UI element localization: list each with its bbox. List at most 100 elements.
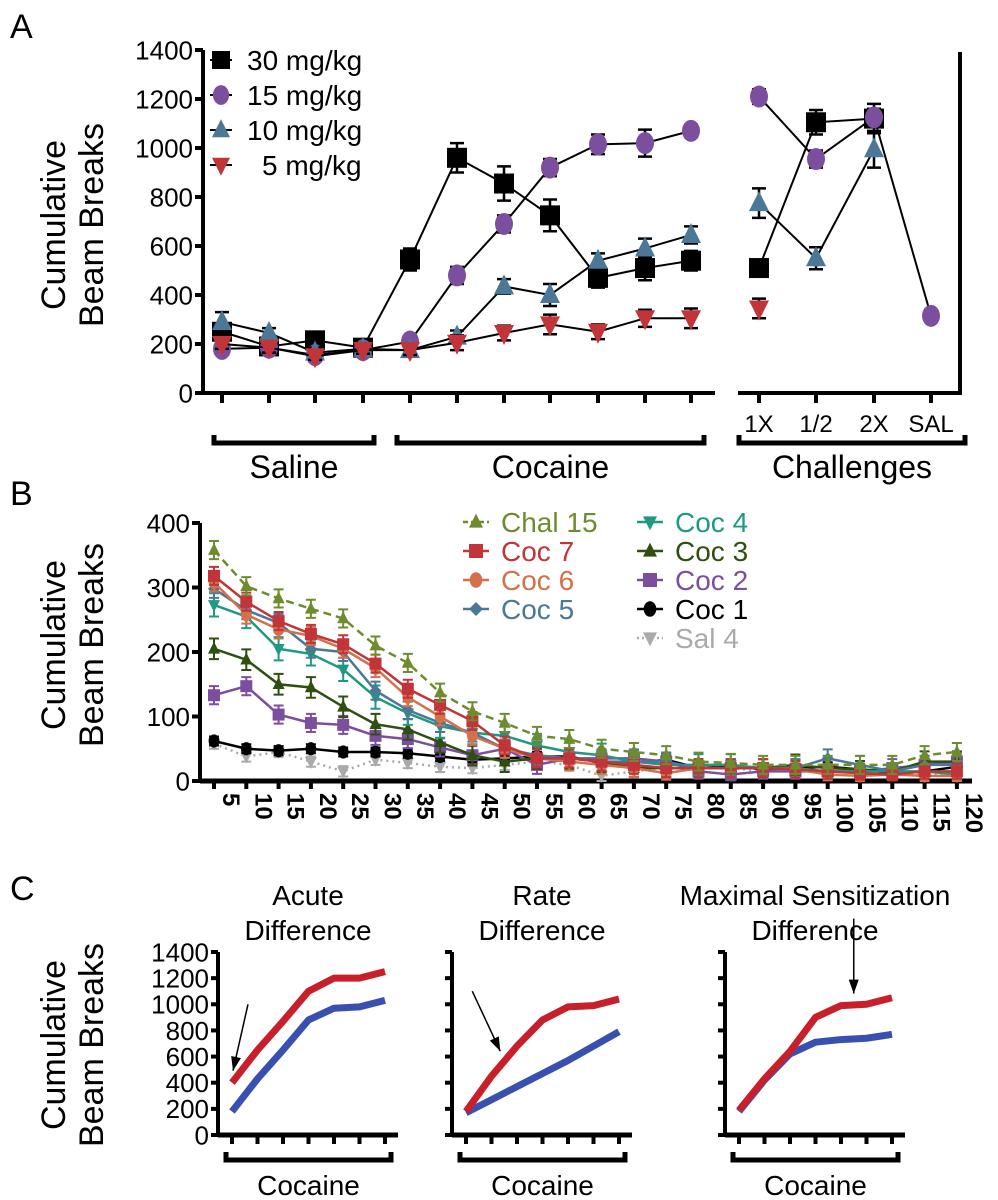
marker-triangle-up xyxy=(208,542,220,555)
marker-square xyxy=(401,682,414,695)
marker-triangle-up xyxy=(531,728,543,741)
marker-circle xyxy=(448,264,466,287)
group-label: Saline xyxy=(250,449,339,485)
marker-triangle-up xyxy=(692,754,705,767)
marker-circle xyxy=(212,85,230,105)
y-tick-label: 0 xyxy=(179,378,193,408)
y-tick-label: 1400 xyxy=(135,35,193,65)
marker-square xyxy=(304,716,317,729)
x-tick-label: 45 xyxy=(475,793,502,820)
subplot-3: Cocaine Maximal Sensitization Difference xyxy=(680,880,951,1200)
marker-circle xyxy=(240,742,252,756)
series-line-challenges xyxy=(758,95,932,317)
y-axis-title-line1: Cumulative xyxy=(35,560,73,730)
y-axis-title-line1: Cumulative xyxy=(35,140,73,310)
marker-triangle-down xyxy=(400,342,420,363)
marker-triangle-down xyxy=(540,316,560,337)
y-tick-label: 200 xyxy=(166,1094,209,1124)
y-tick-label: 400 xyxy=(166,1068,209,1098)
legend-item: Chal 15 xyxy=(463,507,598,538)
marker-triangle-up xyxy=(540,283,560,303)
y-axis-title-line2: Beam Breaks xyxy=(73,123,111,327)
marker-triangle-up xyxy=(469,513,483,528)
y-tick-label: 800 xyxy=(166,1016,209,1046)
legend-item: Coc 7 xyxy=(463,536,574,567)
marker-triangle-up xyxy=(212,309,232,330)
marker-triangle-up xyxy=(434,685,447,698)
marker-triangle-down xyxy=(272,643,285,656)
legend-item: Coc 4 xyxy=(637,507,748,538)
series-line-blue xyxy=(464,1028,621,1116)
series-Coc-4 xyxy=(208,592,963,782)
marker-triangle-down xyxy=(749,300,769,321)
y-tick-label: 1000 xyxy=(151,990,209,1020)
series-line xyxy=(213,549,958,767)
marker-square xyxy=(469,544,483,558)
marker-square xyxy=(563,752,576,765)
legend-label: 15 mg/kg xyxy=(247,80,362,111)
x-tick-label: 10 xyxy=(249,793,276,820)
marker-circle xyxy=(337,745,349,759)
panel-a: 0 200 400 600 800 1000 1200 1400 1X 1/2 2X SAL Salin… xyxy=(135,35,968,485)
marker-triangle-up xyxy=(498,715,511,728)
marker-triangle-up xyxy=(635,236,655,257)
marker-triangle-down xyxy=(337,664,350,677)
legend-label: 30 mg/kg xyxy=(247,45,362,76)
marker-circle xyxy=(636,132,654,155)
marker-circle xyxy=(541,156,559,179)
marker-triangle-up xyxy=(950,744,963,757)
marker-triangle-up xyxy=(240,652,253,665)
x-tick-label: 95 xyxy=(798,793,825,820)
marker-square xyxy=(369,729,382,742)
y-tick-label: 1200 xyxy=(151,964,209,994)
series-line-challenges xyxy=(758,117,875,269)
panel-c-ylabel: Cumulative Beam Breaks xyxy=(35,943,111,1147)
panel-label-b: B xyxy=(10,475,33,513)
legend-label: Sal 4 xyxy=(675,623,739,654)
marker-triangle-up xyxy=(208,641,220,654)
x-tick-label: 85 xyxy=(734,793,761,820)
panel-b-ylabel: Cumulative Beam Breaks xyxy=(35,543,111,747)
marker-circle xyxy=(467,729,478,743)
marker-triangle-down xyxy=(337,766,350,779)
challenge-tick-label: 1X xyxy=(744,411,773,438)
panel-a-ylabel: Cumulative Beam Breaks xyxy=(35,123,111,327)
y-tick-label: 1200 xyxy=(135,84,193,114)
y-tick-label: 0 xyxy=(176,766,190,796)
marker-square xyxy=(531,752,543,765)
marker-square xyxy=(272,708,285,721)
arrow-head xyxy=(848,979,859,994)
x-tick-label: 75 xyxy=(669,793,696,820)
marker-triangle-up xyxy=(864,137,884,158)
marker-circle xyxy=(305,742,317,756)
marker-circle xyxy=(922,304,940,327)
marker-triangle-up xyxy=(401,655,414,668)
x-tick-label: 115 xyxy=(928,793,955,832)
marker-triangle-down xyxy=(304,756,317,769)
marker-square xyxy=(208,569,220,582)
group-bracket xyxy=(730,1152,901,1163)
marker-square xyxy=(635,258,655,279)
x-tick-label: 65 xyxy=(605,793,632,820)
marker-triangle-up xyxy=(337,699,350,712)
legend-label: Coc 7 xyxy=(501,536,574,567)
marker-square xyxy=(400,249,420,270)
series-Coc-7 xyxy=(208,565,963,782)
x-tick-label: 25 xyxy=(346,793,373,820)
marker-triangle-down xyxy=(588,323,608,344)
x-tick-label: 55 xyxy=(540,793,567,820)
legend-label: 5 mg/kg xyxy=(262,150,362,181)
arrow-icon xyxy=(848,918,859,994)
marker-triangle-up xyxy=(369,717,382,730)
arrow-head xyxy=(231,1055,241,1071)
marker-triangle-down xyxy=(259,339,279,360)
marker-triangle-up xyxy=(494,274,514,295)
marker-triangle-up xyxy=(466,704,479,717)
marker-circle xyxy=(865,106,883,129)
x-tick-label: 15 xyxy=(282,793,309,820)
subplot-title-line2: Difference xyxy=(751,915,878,946)
marker-circle xyxy=(807,148,825,171)
marker-triangle-up xyxy=(369,638,382,651)
